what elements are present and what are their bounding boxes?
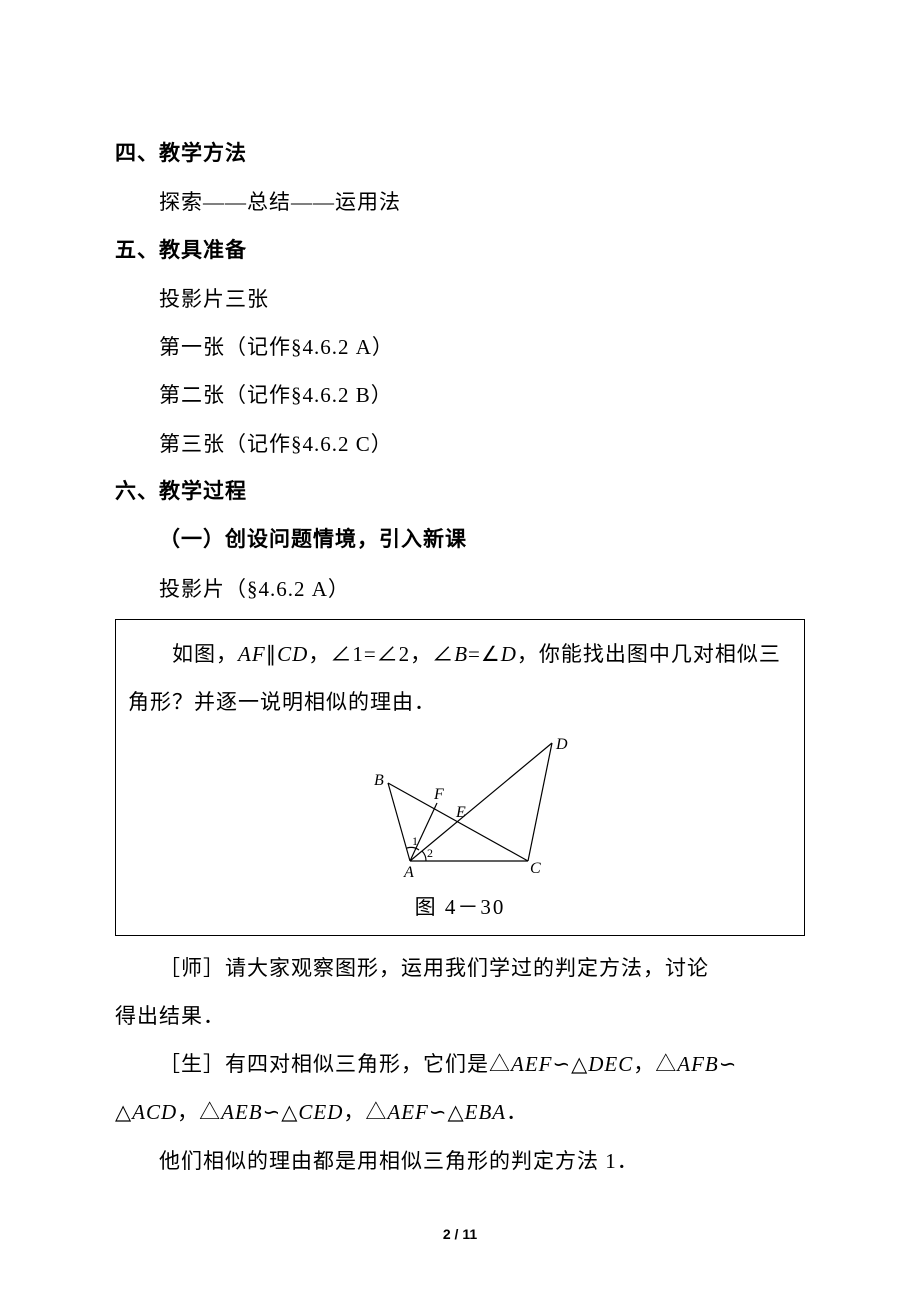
label-C: C <box>530 860 541 877</box>
box-b: B <box>454 642 468 666</box>
figure-4-30: A B C D E F 1 2 图 4－30 <box>128 733 792 921</box>
geometry-diagram: A B C D E F 1 2 <box>330 733 590 883</box>
label-E: E <box>455 804 466 821</box>
box-c1: ，∠1=∠2，∠ <box>308 642 454 666</box>
angle-label-1: 1 <box>412 834 418 848</box>
p2b: ACD <box>132 1100 177 1124</box>
p2a: AFB <box>677 1052 718 1076</box>
p4b: EBA <box>465 1100 506 1124</box>
teacher-line-2: 得出结果． <box>115 992 805 1040</box>
page-footer: 2 / 11 <box>0 1226 920 1242</box>
box-tail1: ，你能找出图中几对相似三 <box>517 642 781 666</box>
seg-BC <box>388 783 528 861</box>
box-prefix: 如图， <box>172 642 238 666</box>
stu-pre: ［生］有四对相似三角形，它们是△ <box>159 1052 511 1076</box>
box-line-1: 如图，AF∥CD，∠1=∠2，∠B=∠D，你能找出图中几对相似三 <box>128 630 792 678</box>
p1b: DEC <box>588 1052 633 1076</box>
tri1: △ <box>571 1052 588 1076</box>
student-line-1: ［生］有四对相似三角形，它们是△AEF∽△DEC，△AFB∽ <box>115 1040 805 1088</box>
page-current: 2 <box>443 1226 451 1242</box>
box-d: D <box>501 642 517 666</box>
mid3: ∽△ <box>263 1100 299 1124</box>
section-5-line-2: 第二张（记作§4.6.2 B） <box>115 371 805 419</box>
box-line-2: 角形？并逐一说明相似的理由． <box>128 678 792 726</box>
p3b: CED <box>298 1100 343 1124</box>
sim1: ∽ <box>552 1052 571 1076</box>
problem-box: 如图，AF∥CD，∠1=∠2，∠B=∠D，你能找出图中几对相似三 角形？并逐一说… <box>115 619 805 936</box>
label-F: F <box>433 786 444 803</box>
box-af: AF <box>238 642 266 666</box>
section-6-heading: 六、教学过程 <box>115 468 805 516</box>
section-5-line-0: 投影片三张 <box>115 275 805 323</box>
angle-2-arc <box>422 851 426 861</box>
teacher-line-1: ［师］请大家观察图形，运用我们学过的判定方法，讨论 <box>115 944 805 992</box>
p3a: AEB <box>221 1100 262 1124</box>
box-eq: =∠ <box>468 642 501 666</box>
section-5-heading: 五、教具准备 <box>115 227 805 275</box>
angle-label-2: 2 <box>427 846 433 860</box>
label-B: B <box>374 772 384 789</box>
p1a: AEF <box>511 1052 552 1076</box>
section-5-line-1: 第一张（记作§4.6.2 A） <box>115 323 805 371</box>
end: ． <box>506 1100 528 1124</box>
section-5-line-3: 第三张（记作§4.6.2 C） <box>115 420 805 468</box>
box-par: ∥ <box>266 642 278 666</box>
seg-AD <box>410 743 552 861</box>
mid1: ，△ <box>633 1052 677 1076</box>
p4a: AEF <box>387 1100 428 1124</box>
section-4-heading: 四、教学方法 <box>115 130 805 178</box>
tailsim: ∽ <box>719 1052 738 1076</box>
section-6-sub1: （一）创设问题情境，引入新课 <box>115 516 805 564</box>
box-cd: CD <box>277 642 308 666</box>
reason-line: 他们相似的理由都是用相似三角形的判定方法 1． <box>115 1137 805 1185</box>
slide-line: 投影片（§4.6.2 A） <box>115 565 805 613</box>
label-A: A <box>403 864 414 881</box>
mid5: ∽△ <box>429 1100 465 1124</box>
section-4-body: 探索——总结——运用法 <box>115 178 805 226</box>
student-line-2: △ACD，△AEB∽△CED，△AEF∽△EBA． <box>115 1088 805 1136</box>
label-D: D <box>555 736 568 753</box>
mid4: ，△ <box>343 1100 387 1124</box>
page-total: 11 <box>462 1226 477 1242</box>
seg-AB <box>388 783 410 861</box>
figure-caption: 图 4－30 <box>128 891 792 921</box>
mid2: ，△ <box>177 1100 221 1124</box>
page-sep: / <box>451 1226 463 1242</box>
l3pre: △ <box>115 1100 132 1124</box>
